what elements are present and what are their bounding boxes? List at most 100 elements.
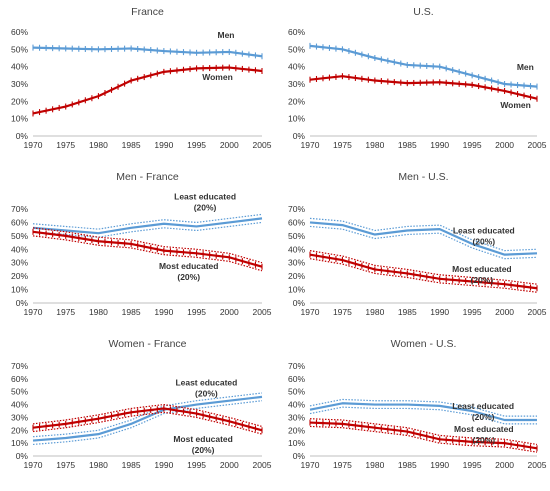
- x-tick-label: 1980: [365, 307, 384, 317]
- y-tick-label: 60%: [288, 217, 305, 227]
- series-least-educated-20-line: [32, 395, 263, 442]
- y-tick-label: 10%: [11, 114, 28, 124]
- chart-france: France 0% 10% 20% 30% 40% 50% 60% 1970 1975 1980 19…: [11, 6, 272, 150]
- y-tick-label: 0%: [16, 298, 29, 308]
- series-most-educated-20-line: [32, 230, 263, 268]
- series-most-educated-20-upper-band: [32, 403, 263, 428]
- y-tick-label: 20%: [11, 96, 28, 106]
- annotation-label: Men: [218, 30, 235, 40]
- x-tick-label: 1995: [463, 140, 482, 150]
- y-tick-label: 10%: [11, 285, 28, 295]
- annotation-label: (20%): [195, 389, 218, 399]
- y-tick-label: 60%: [11, 217, 28, 227]
- x-tick-label: 1975: [333, 460, 352, 470]
- panel-women-france: Women - France 0% 10% 20% 30% 40% 50% 60% 70% 197…: [0, 330, 275, 491]
- annotation-label: Most educated: [159, 261, 219, 271]
- annotation-label: Most educated: [454, 424, 514, 434]
- y-tick-label: 20%: [11, 425, 28, 435]
- annotation-label: (20%): [177, 272, 200, 282]
- annotation-label: Most educated: [173, 434, 233, 444]
- series-least-educated-20-lower-band: [32, 221, 263, 238]
- series-least-educated-20-upper-band: [32, 392, 263, 438]
- y-tick-label: 50%: [288, 231, 305, 241]
- x-tick-label: 1990: [154, 307, 173, 317]
- y-tick-label: 0%: [16, 451, 29, 461]
- annotation-label: Least educated: [174, 192, 236, 202]
- x-tick-label: 1980: [89, 460, 108, 470]
- series-least-educated-20-line: [32, 217, 263, 235]
- y-tick-label: 30%: [288, 79, 305, 89]
- y-tick-label: 60%: [11, 27, 28, 37]
- chart-title: U.S.: [413, 6, 433, 18]
- chart-us: U.S. 0% 10% 20% 30% 40% 50% 60% 1970 1975 1980 1985…: [288, 6, 547, 150]
- x-tick-label: 2000: [495, 140, 514, 150]
- series-least-educated-20-lower-band: [309, 406, 537, 425]
- y-tick-label: 0%: [293, 298, 306, 308]
- y-tick-label: 30%: [11, 79, 28, 89]
- chart-title: Men - France: [116, 171, 179, 183]
- x-tick-label: 2005: [528, 307, 547, 317]
- y-tick-label: 50%: [11, 44, 28, 54]
- x-tick-label: 1980: [89, 140, 108, 150]
- y-tick-label: 40%: [288, 244, 305, 254]
- annotation-label: (20%): [472, 412, 495, 422]
- annotation-label: Most educated: [452, 264, 512, 274]
- series-women-line: [309, 75, 538, 100]
- x-tick-label: 1975: [333, 140, 352, 150]
- y-tick-label: 50%: [11, 387, 28, 397]
- y-tick-label: 0%: [293, 131, 306, 141]
- y-tick-label: 20%: [288, 271, 305, 281]
- x-tick-label: 1990: [154, 460, 173, 470]
- x-tick-label: 1995: [187, 460, 206, 470]
- x-tick-label: 2000: [220, 460, 239, 470]
- y-tick-label: 40%: [288, 400, 305, 410]
- y-tick-label: 20%: [288, 425, 305, 435]
- y-tick-label: 10%: [288, 114, 305, 124]
- annotation-label: (20%): [472, 435, 495, 445]
- series-men-line: [32, 46, 263, 58]
- series-men-line: [309, 44, 538, 88]
- x-tick-label: 1975: [56, 140, 75, 150]
- y-tick-label: 10%: [288, 438, 305, 448]
- x-tick-label: 1975: [56, 460, 75, 470]
- series-least-educated-20-lower-band: [32, 400, 263, 446]
- chart-title: France: [131, 6, 164, 18]
- y-tick-label: 30%: [288, 258, 305, 268]
- x-tick-label: 1990: [430, 307, 449, 317]
- y-tick-label: 30%: [11, 258, 28, 268]
- y-tick-label: 70%: [288, 204, 305, 214]
- annotation-label: Least educated: [175, 378, 237, 388]
- y-tick-label: 0%: [16, 131, 29, 141]
- x-tick-label: 1985: [122, 140, 141, 150]
- x-tick-label: 2005: [253, 140, 272, 150]
- annotation-label: Women: [202, 72, 233, 82]
- x-tick-label: 2005: [528, 460, 547, 470]
- x-tick-label: 1970: [24, 307, 43, 317]
- y-tick-label: 40%: [288, 62, 305, 72]
- x-tick-label: 1985: [398, 307, 417, 317]
- series-women-line: [32, 66, 263, 115]
- x-tick-label: 1985: [122, 460, 141, 470]
- x-tick-label: 1985: [122, 307, 141, 317]
- chart-women-france: Women - France 0% 10% 20% 30% 40% 50% 60% 70% 197…: [11, 338, 272, 470]
- y-tick-label: 70%: [288, 361, 305, 371]
- annotation-label: Men: [517, 62, 534, 72]
- chart-men-france: Men - France 0% 10% 20% 30% 40% 50% 60% 70% 1970 1…: [11, 171, 272, 317]
- x-tick-label: 1970: [301, 140, 320, 150]
- x-tick-label: 1980: [89, 307, 108, 317]
- series-most-educated-20-line: [309, 253, 538, 290]
- x-tick-label: 2000: [220, 140, 239, 150]
- y-tick-label: 50%: [288, 387, 305, 397]
- x-tick-label: 1975: [56, 307, 75, 317]
- annotation-label: Least educated: [452, 401, 514, 411]
- annotation-label: (20%): [194, 203, 217, 213]
- series-most-educated-20-lower-band: [32, 235, 263, 272]
- series-least-educated-20-upper-band: [32, 213, 263, 230]
- x-tick-label: 1980: [365, 140, 384, 150]
- x-tick-label: 1990: [154, 140, 173, 150]
- y-tick-label: 50%: [288, 44, 305, 54]
- chart-men-us: Men - U.S. 0% 10% 20% 30% 40% 50% 60% 70% 1970 197…: [288, 171, 547, 317]
- series-most-educated-20-upper-band: [309, 418, 538, 446]
- y-tick-label: 20%: [288, 96, 305, 106]
- x-tick-label: 1995: [187, 140, 206, 150]
